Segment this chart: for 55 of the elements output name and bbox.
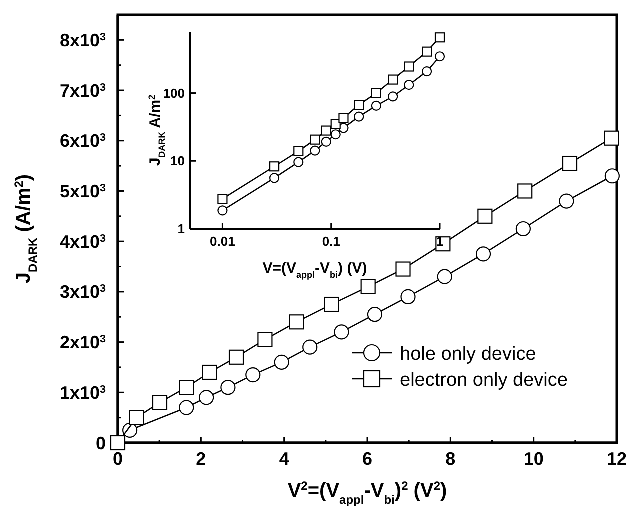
point <box>437 269 452 284</box>
point <box>324 296 340 312</box>
point <box>334 324 350 340</box>
point <box>228 350 244 365</box>
point <box>220 380 236 396</box>
y-tick-label: 8x10$^{3}$ <box>60 30 106 50</box>
x-tick-label: 8 <box>446 449 456 469</box>
legend-label: hole only device <box>400 344 536 365</box>
text: V$^{2}$=(V$_{appl}$-V$_{bi}$)$^{2}$ (V$^{2}$) <box>288 479 448 507</box>
point <box>367 307 383 322</box>
x-axis-title: V=(V$_{appl}$-V$_{bi}$) (V) <box>262 260 368 280</box>
x-tick-label: 0.1 <box>322 234 340 249</box>
y-tick-label: 5x10$^{3}$ <box>60 182 106 202</box>
point <box>129 410 144 426</box>
point <box>604 130 620 146</box>
y-tick-label: 10 <box>170 154 185 169</box>
y-tick-label: 7x10$^{3}$ <box>60 80 106 101</box>
x-tick-label: 0 <box>112 449 124 469</box>
point <box>516 221 531 237</box>
y-tick-label: 2x10$^{3}$ <box>60 332 106 353</box>
point <box>152 395 168 410</box>
point <box>246 367 261 383</box>
point <box>289 314 304 330</box>
x-tick-label: 10 <box>524 449 544 469</box>
point <box>110 435 126 451</box>
x-tick-label: 2 <box>196 449 206 469</box>
point <box>559 194 574 209</box>
point <box>400 289 416 305</box>
y-tick-label: 3x10$^{3}$ <box>60 282 106 302</box>
point <box>274 354 290 370</box>
y-tick-label: 100 <box>163 86 185 101</box>
point <box>478 208 493 224</box>
x-tick-label: 12 <box>606 449 628 469</box>
point <box>202 364 218 380</box>
point <box>476 246 492 262</box>
point <box>302 340 318 355</box>
point <box>258 332 273 348</box>
point <box>604 168 620 184</box>
x-tick-label: 4 <box>279 449 290 469</box>
point <box>179 380 194 396</box>
point <box>396 262 411 277</box>
point <box>199 390 214 406</box>
point <box>360 279 376 294</box>
point <box>179 400 194 416</box>
point <box>562 156 578 172</box>
y-tick-label: 1 <box>178 222 185 237</box>
y-tick-label: 0 <box>96 433 106 454</box>
point <box>518 184 533 199</box>
y-tick-label: 4x10$^{3}$ <box>60 232 106 252</box>
y-tick-label: 6x10$^{3}$ <box>60 131 106 152</box>
legend-label: electron only device <box>400 370 568 391</box>
x-tick-label: 6 <box>362 449 373 469</box>
y-tick-label: 1x10$^{3}$ <box>60 382 106 403</box>
x-tick-label: 0.01 <box>210 234 236 249</box>
x-tick-label: 1 <box>436 234 444 249</box>
